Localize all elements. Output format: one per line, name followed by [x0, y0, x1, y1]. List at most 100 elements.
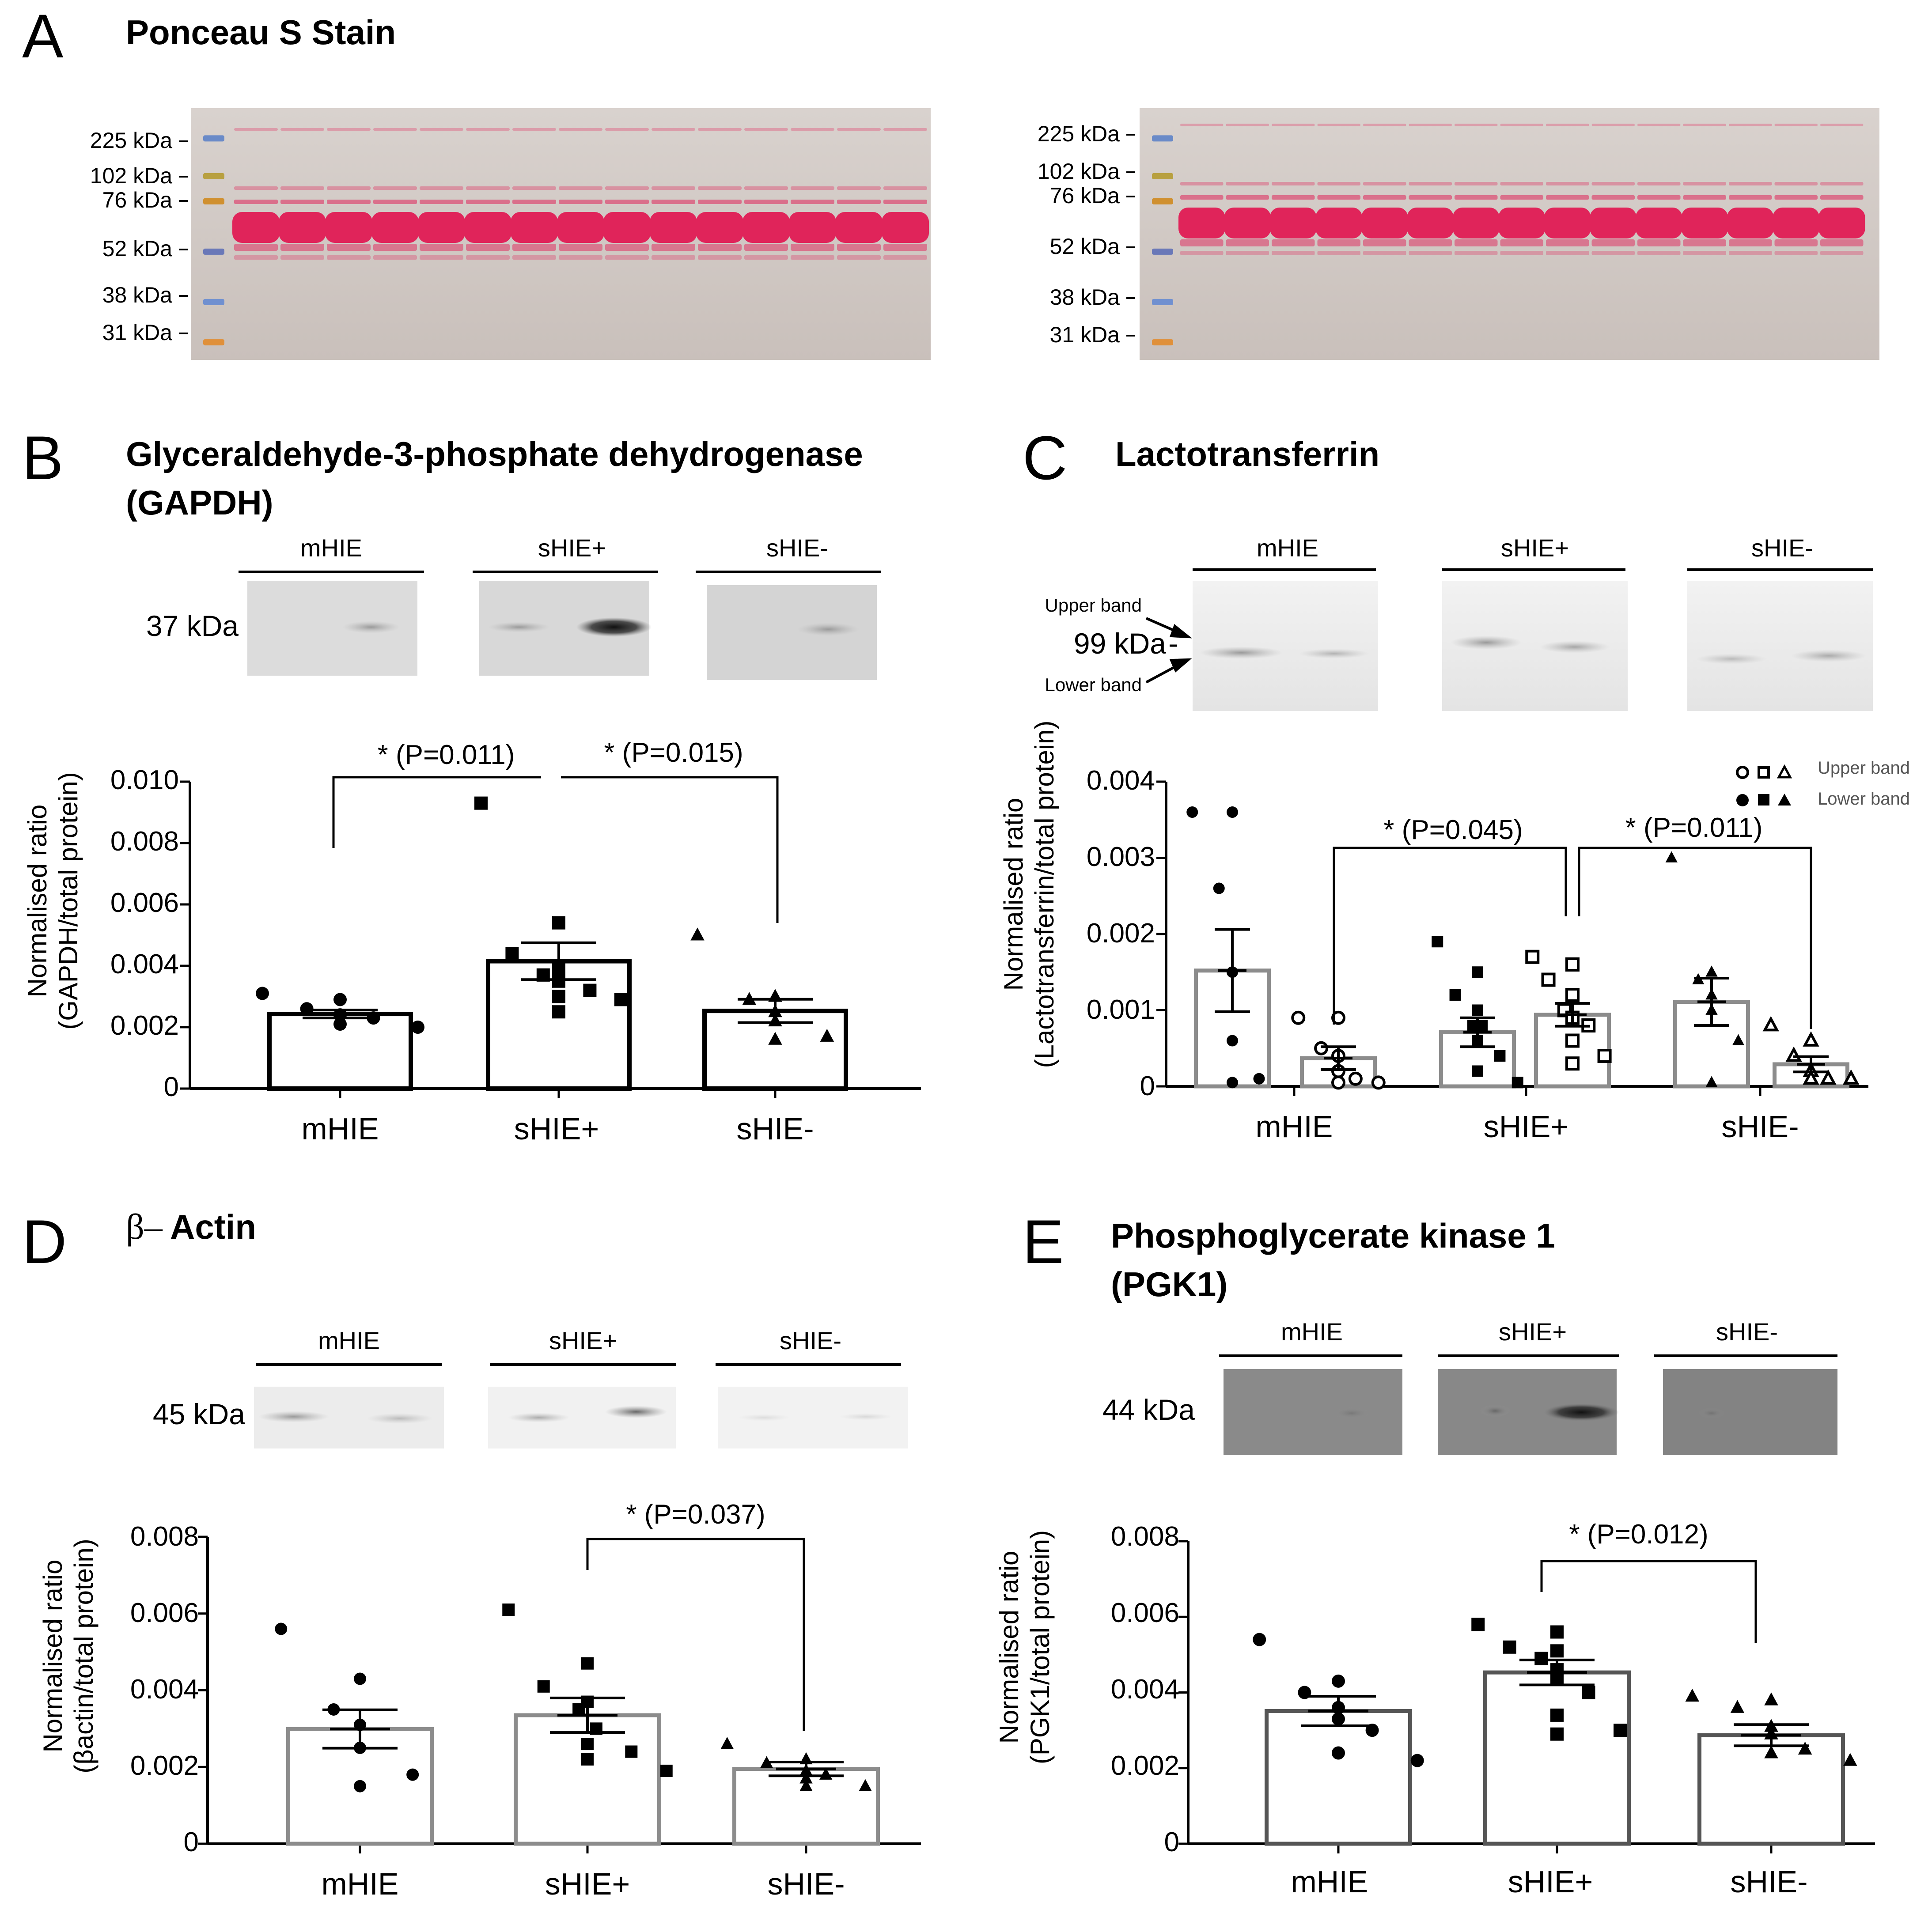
data-point [552, 990, 565, 1003]
ponceau-lane-band [373, 244, 417, 251]
ponceau-lane-band [466, 200, 510, 204]
ladder-right-225: 225 kDa [1038, 121, 1120, 146]
chart-b-ytick: 0.004 [110, 949, 179, 979]
ponceau-lane-band [1729, 251, 1772, 255]
significance-bracket [332, 776, 541, 848]
data-point [1582, 1686, 1595, 1699]
ponceau-lane-band [1637, 251, 1681, 255]
data-point [1798, 1741, 1812, 1755]
ponceau-lane-band [234, 200, 278, 204]
ponceau-lane-band [883, 255, 927, 260]
blot-d-band [605, 1406, 667, 1418]
ponceau-lane-band [512, 255, 556, 260]
ponceau-lane-band [1546, 124, 1589, 126]
ponceau-lane-band [420, 128, 463, 131]
ponceau-lane-band [883, 128, 927, 131]
ponceau-lane-band [791, 244, 834, 251]
data-point [583, 983, 597, 997]
ponceau-lane-band [1363, 124, 1406, 126]
ponceau-lane-main [1453, 208, 1500, 238]
ladder-right-76: 76 kDa [1050, 183, 1120, 208]
data-point [1820, 1069, 1837, 1085]
data-point [660, 1764, 673, 1777]
panel-b: B Glyceraldehyde-3-phosphate dehydrogena… [22, 423, 921, 1146]
data-point [1227, 806, 1238, 818]
blot-c-band [1199, 647, 1283, 659]
data-point [1565, 988, 1580, 1002]
ponceau-lane-band [1363, 195, 1406, 200]
ponceau-lane-band [1180, 239, 1224, 246]
significance-bracket [1540, 1560, 1757, 1643]
ponceau-lane-band [837, 128, 881, 131]
ponceau-lane-band [652, 128, 695, 131]
data-point [1331, 1075, 1345, 1090]
blot-c-arrows [1145, 617, 1193, 684]
data-point [1332, 1746, 1345, 1760]
ponceau-lane-band [1226, 124, 1269, 126]
ponceau-lane-band [698, 200, 742, 204]
ponceau-lane-main [1270, 208, 1317, 238]
ponceau-lane-main [232, 212, 280, 243]
ponceau-lane-band [559, 255, 602, 260]
blot-c-strip-3 [1687, 581, 1873, 711]
data-point [1665, 851, 1678, 862]
chart-e-ytick: 0 [1164, 1827, 1179, 1857]
ponceau-lane-band [234, 244, 278, 251]
panel-b-title-line1: Glyceraldehyde-3-phosphate dehydrogenase [126, 435, 863, 473]
lanes-right [1152, 124, 1865, 346]
ponceau-lane-band [1317, 182, 1360, 185]
ponceau-lane-band [837, 255, 881, 260]
ponceau-lane-band [791, 186, 834, 190]
data-point [1764, 1745, 1778, 1759]
panel-e-blot: mHIE sHIE+ sHIE- 44 kDa [1102, 1318, 1837, 1455]
chart-c: Normalised ratio (Lactotransferrin/total… [999, 720, 1910, 1144]
data-point [1525, 949, 1540, 964]
blot-c-group-shie-minus: sHIE- [1751, 534, 1813, 562]
data-point [799, 1779, 813, 1791]
ponceau-lane-band [466, 244, 510, 251]
data-point [768, 1032, 782, 1045]
ponceau-lane-band [1683, 195, 1726, 200]
bar [1265, 1709, 1412, 1846]
ladder-band [203, 135, 224, 142]
chart-d-ytick: 0 [184, 1827, 199, 1857]
ponceau-lane-band [234, 128, 278, 131]
ladder-band [1152, 339, 1173, 346]
blot-e-group-shie-minus: sHIE- [1716, 1318, 1778, 1346]
chart-b-sig-2: * (P=0.015) [604, 737, 743, 768]
ponceau-lane-band [652, 255, 695, 260]
ponceau-lane-band [1591, 182, 1635, 185]
chart-c-legend-lower: Lower band [1818, 789, 1910, 809]
data-point [1410, 1754, 1424, 1767]
significance-bracket [1333, 847, 1567, 1025]
bar [267, 1012, 413, 1091]
ladder-left-102: 102 kDa [90, 163, 172, 188]
blot-d-band [738, 1414, 791, 1421]
data-point [690, 927, 705, 941]
ponceau-lane-band [280, 200, 324, 204]
data-point [1685, 1688, 1699, 1702]
chart-b-ytick: 0.002 [110, 1010, 179, 1041]
data-point [581, 1753, 594, 1766]
ponceau-lane-main [835, 212, 883, 243]
data-point [1614, 1724, 1627, 1737]
data-point [1550, 1644, 1564, 1658]
ponceau-lane-band [744, 128, 788, 131]
data-point [1550, 1727, 1564, 1741]
ponceau-lane-main [1224, 208, 1271, 238]
blot-c-band [1539, 641, 1610, 653]
data-point [1565, 1033, 1580, 1048]
data-point [1843, 1069, 1860, 1085]
ponceau-lane-band [1317, 124, 1360, 126]
ponceau-lane-main [418, 212, 465, 243]
chart-c-xcat-mhie: mHIE [1256, 1109, 1333, 1144]
ponceau-lane-band [1820, 195, 1864, 200]
chart-b-xcat-shie-plus: sHIE+ [514, 1112, 599, 1146]
data-point [256, 987, 269, 1000]
chart-e-sig-1: * (P=0.012) [1569, 1519, 1708, 1550]
ponceau-lane-main [650, 212, 697, 243]
data-point [572, 1703, 585, 1716]
chart-e-xcat-mhie: mHIE [1291, 1864, 1368, 1899]
panel-c-blot: mHIE sHIE+ sHIE- 99 kDa Upper band Lower… [1045, 534, 1873, 711]
blot-d-band [258, 1411, 329, 1422]
